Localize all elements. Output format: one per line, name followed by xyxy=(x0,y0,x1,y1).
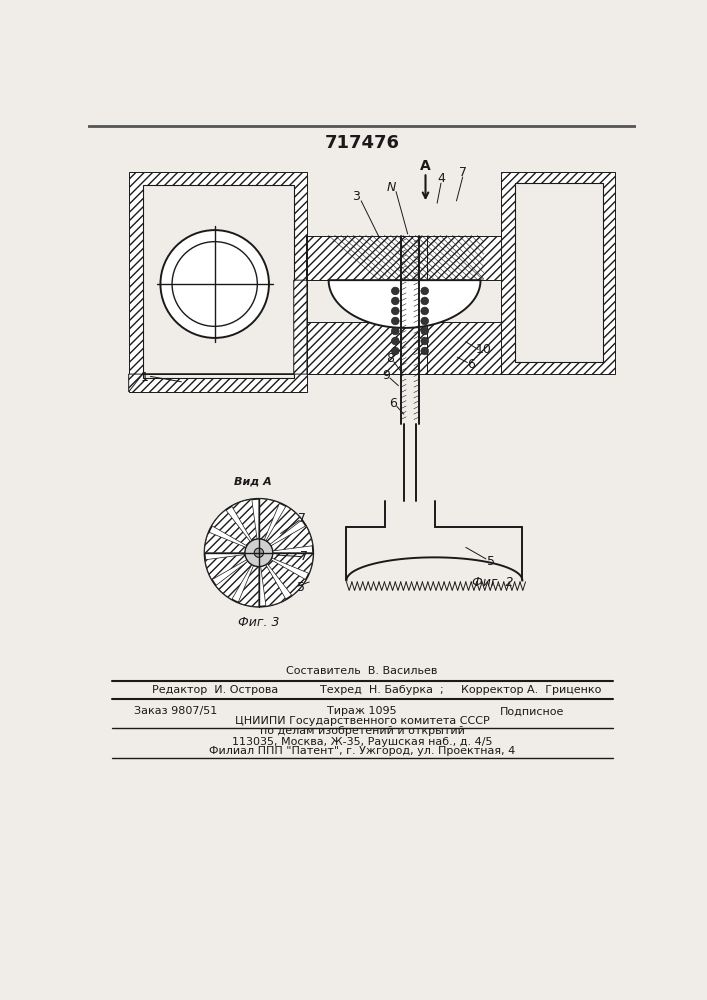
Text: по делам изобретений и открытий: по делам изобретений и открытий xyxy=(259,726,464,736)
Text: 3: 3 xyxy=(352,190,360,204)
Text: 8: 8 xyxy=(386,352,394,365)
Circle shape xyxy=(392,307,399,315)
Text: Подписное: Подписное xyxy=(499,706,564,716)
Bar xyxy=(427,322,510,374)
Text: Тираж 1095: Тираж 1095 xyxy=(327,706,397,716)
Circle shape xyxy=(421,287,428,295)
Circle shape xyxy=(255,548,264,557)
Circle shape xyxy=(160,230,269,338)
Polygon shape xyxy=(232,499,257,541)
Bar xyxy=(143,185,293,378)
Text: Редактор  И. Острова: Редактор И. Острова xyxy=(151,685,278,695)
Polygon shape xyxy=(271,553,313,573)
Text: Заказ 9807/51: Заказ 9807/51 xyxy=(134,706,217,716)
Text: A: A xyxy=(420,159,431,173)
Text: Вид A: Вид A xyxy=(234,477,271,487)
Circle shape xyxy=(392,337,399,345)
Text: Техред  Н. Бабурка  ;: Техред Н. Бабурка ; xyxy=(320,685,443,695)
Text: 10: 10 xyxy=(476,343,491,356)
Text: 6: 6 xyxy=(389,397,397,410)
Text: 717476: 717476 xyxy=(325,134,399,152)
Bar xyxy=(427,235,510,280)
Bar xyxy=(129,172,307,392)
Polygon shape xyxy=(271,526,312,551)
Circle shape xyxy=(392,287,399,295)
Circle shape xyxy=(421,347,428,355)
Circle shape xyxy=(392,317,399,325)
Polygon shape xyxy=(329,280,481,328)
Bar xyxy=(307,235,427,280)
Polygon shape xyxy=(267,560,306,596)
Text: 5: 5 xyxy=(298,581,305,594)
Text: Фиг. 2: Фиг. 2 xyxy=(472,576,514,588)
Circle shape xyxy=(421,337,428,345)
Polygon shape xyxy=(129,235,307,392)
Circle shape xyxy=(392,297,399,305)
Circle shape xyxy=(421,297,428,305)
Text: 7: 7 xyxy=(298,512,306,525)
Text: Филиал ППП "Патент", г. Ужгород, ул. Проектная, 4: Филиал ППП "Патент", г. Ужгород, ул. Про… xyxy=(209,746,515,756)
Text: Фиг. 3: Фиг. 3 xyxy=(238,616,280,629)
Polygon shape xyxy=(266,506,302,544)
Text: 6: 6 xyxy=(467,358,475,371)
Polygon shape xyxy=(212,510,250,546)
Text: Составитель  В. Васильев: Составитель В. Васильев xyxy=(286,666,438,676)
Polygon shape xyxy=(216,561,252,599)
Circle shape xyxy=(245,539,273,567)
Text: N: N xyxy=(387,181,396,194)
Circle shape xyxy=(392,347,399,355)
Text: ЦНИИПИ Государственного комитета СССР: ЦНИИПИ Государственного комитета СССР xyxy=(235,716,489,726)
Text: 9: 9 xyxy=(382,369,390,382)
Polygon shape xyxy=(238,566,259,607)
Polygon shape xyxy=(261,565,286,606)
Text: 5: 5 xyxy=(487,555,496,568)
Text: 1: 1 xyxy=(140,371,148,384)
Polygon shape xyxy=(204,532,246,553)
Text: 113035, Москва, Ж-35, Раушская наб., д. 4/5: 113035, Москва, Ж-35, Раушская наб., д. … xyxy=(232,737,492,747)
Circle shape xyxy=(172,242,257,326)
Text: 7: 7 xyxy=(300,550,308,563)
Circle shape xyxy=(421,317,428,325)
Circle shape xyxy=(421,327,428,335)
Bar xyxy=(515,183,603,362)
Polygon shape xyxy=(205,555,247,580)
Polygon shape xyxy=(259,499,280,540)
Circle shape xyxy=(204,499,313,607)
Bar xyxy=(307,322,427,374)
Text: 7: 7 xyxy=(460,166,467,179)
Circle shape xyxy=(392,327,399,335)
Bar xyxy=(501,172,615,374)
Circle shape xyxy=(421,307,428,315)
Text: Корректор А.  Гриценко: Корректор А. Гриценко xyxy=(462,685,602,695)
Text: 4: 4 xyxy=(437,172,445,185)
